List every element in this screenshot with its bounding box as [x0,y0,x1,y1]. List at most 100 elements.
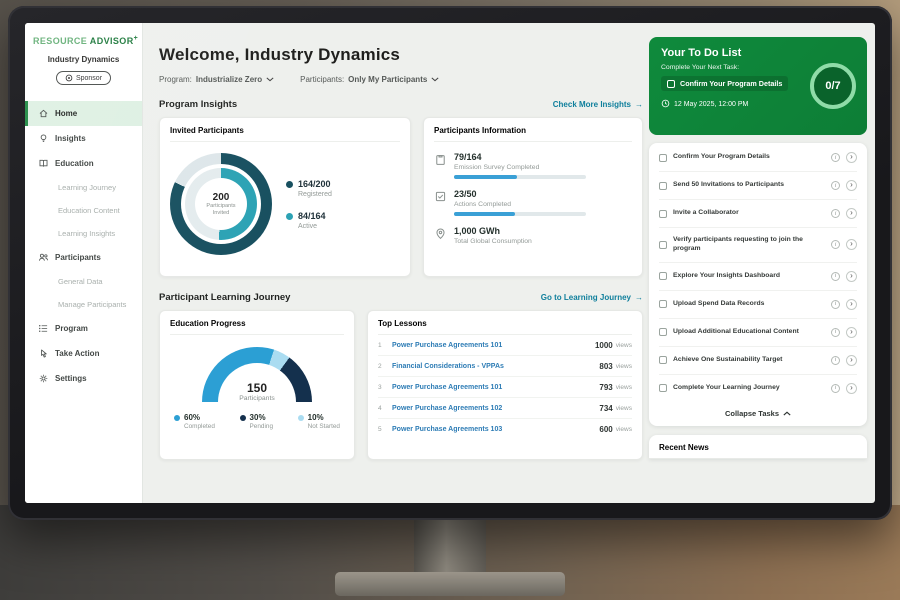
sidebar-item-program[interactable]: Program [25,316,142,341]
sidebar-item-learning-journey[interactable]: Learning Journey [25,176,142,199]
task-checkbox[interactable] [659,241,667,249]
donut-center-label: Participants Invited [200,203,242,217]
chevron-right-icon[interactable]: › [846,239,857,250]
legend-item-registered: 164/200 Registered [286,179,332,198]
participants-dropdown[interactable]: Participants: Only My Participants [300,75,439,84]
info-icon[interactable]: i [831,272,840,281]
section-title: Program Insights [159,99,237,110]
completed-dot-icon [174,415,180,421]
lesson-row[interactable]: 3 Power Purchase Agreements 101 793 view… [378,377,632,398]
program-dropdown[interactable]: Program: Industrialize Zero [159,75,274,84]
task-checkbox[interactable] [659,210,667,218]
task-row[interactable]: Complete Your Learning Journey i › [659,375,857,402]
sidebar-item-general-data[interactable]: General Data [25,270,142,293]
donut-legend: 164/200 Registered 84/164 Active [286,179,332,230]
lightbulb-icon [38,133,49,144]
sidebar-item-learning-insights[interactable]: Learning Insights [25,222,142,245]
legend-label: Registered [298,191,332,198]
info-icon[interactable]: i [831,356,840,365]
participants-label: Participants: [300,75,344,84]
invited-participants-card: Invited Participants 200 Participants In… [159,117,411,277]
chevron-right-icon[interactable]: › [846,152,857,163]
card-title: Invited Participants [170,126,400,142]
lesson-row[interactable]: 2 Financial Considerations - VPPAs 803 v… [378,356,632,377]
task-checkbox[interactable] [659,328,667,336]
task-checkbox[interactable] [659,272,667,280]
due-date-label: 12 May 2025, 12:00 PM [674,101,748,108]
lesson-link[interactable]: Financial Considerations - VPPAs [392,363,599,370]
gear-icon [38,373,49,384]
task-checkbox[interactable] [659,182,667,190]
lesson-link[interactable]: Power Purchase Agreements 103 [392,426,599,433]
chevron-down-icon [266,75,274,84]
recent-news-card: Recent News [649,435,867,459]
stat-value: 23/50 [454,189,586,199]
sidebar-item-education[interactable]: Education [25,151,142,176]
info-icon[interactable]: i [831,181,840,190]
stat-label: Total Global Consumption [454,238,532,245]
card-title: Education Progress [170,319,344,335]
lesson-link[interactable]: Power Purchase Agreements 101 [392,342,595,349]
info-icon[interactable]: i [831,209,840,218]
page-title: Welcome, Industry Dynamics [159,45,643,65]
recent-news-title: Recent News [659,443,857,452]
checkbox-icon[interactable] [667,80,675,88]
info-icon[interactable]: i [831,300,840,309]
program-value: Industrialize Zero [196,75,262,84]
sidebar-item-insights[interactable]: Insights [25,126,142,151]
sponsor-badge[interactable]: Sponsor [56,71,111,85]
brand-plus: + [134,35,139,42]
views-word: views [616,342,632,349]
task-checkbox[interactable] [659,154,667,162]
task-row[interactable]: Confirm Your Program Details i › [659,144,857,172]
chevron-right-icon[interactable]: › [846,383,857,394]
chevron-right-icon[interactable]: › [846,208,857,219]
participants-information-card: Participants Information 79/164 Emission… [423,117,643,277]
collapse-tasks-link[interactable]: Collapse Tasks [659,402,857,422]
sidebar-item-label: Manage Participants [58,300,126,309]
task-row[interactable]: Achieve One Sustainability Target i › [659,347,857,375]
lesson-rank: 1 [378,342,392,349]
go-to-learning-journey-link[interactable]: Go to Learning Journey → [541,293,643,302]
task-row[interactable]: Upload Additional Educational Content i … [659,319,857,347]
lesson-row[interactable]: 5 Power Purchase Agreements 103 600 view… [378,419,632,440]
sidebar-item-education-content[interactable]: Education Content [25,199,142,222]
next-task-row[interactable]: Confirm Your Program Details [661,76,788,91]
lesson-link[interactable]: Power Purchase Agreements 102 [392,405,599,412]
org-name: Industry Dynamics [25,55,142,64]
top-lessons-card: Top Lessons 1 Power Purchase Agreements … [367,310,643,460]
task-row[interactable]: Invite a Collaborator i › [659,200,857,228]
chevron-right-icon[interactable]: › [846,355,857,366]
sidebar-item-manage-participants[interactable]: Manage Participants [25,293,142,316]
todo-summary-card: Your To Do List Complete Your Next Task:… [649,37,867,135]
task-row[interactable]: Explore Your Insights Dashboard i › [659,263,857,291]
lesson-row[interactable]: 1 Power Purchase Agreements 101 1000 vie… [378,335,632,356]
info-icon[interactable]: i [831,328,840,337]
chevron-right-icon[interactable]: › [846,327,857,338]
task-checkbox[interactable] [659,356,667,364]
task-checkbox[interactable] [659,300,667,308]
legend-label: Pending [250,423,273,430]
sidebar-item-label: Settings [55,374,87,383]
chevron-right-icon[interactable]: › [846,180,857,191]
info-icon[interactable]: i [831,153,840,162]
task-checkbox[interactable] [659,384,667,392]
chevron-right-icon[interactable]: › [846,299,857,310]
info-icon[interactable]: i [831,240,840,249]
task-label: Complete Your Learning Journey [673,384,825,393]
lesson-link[interactable]: Power Purchase Agreements 101 [392,384,599,391]
people-icon [38,252,49,263]
info-icon[interactable]: i [831,384,840,393]
check-more-insights-link[interactable]: Check More Insights → [553,100,643,109]
sidebar-item-settings[interactable]: Settings [25,366,142,391]
sidebar-item-participants[interactable]: Participants [25,245,142,270]
task-row[interactable]: Verify participants requesting to join t… [659,228,857,263]
sidebar-item-home[interactable]: Home [25,101,142,126]
emission-progress-bar [454,175,586,179]
task-row[interactable]: Send 50 Invitations to Participants i › [659,172,857,200]
section-title: Participant Learning Journey [159,292,290,303]
chevron-right-icon[interactable]: › [846,271,857,282]
sidebar-item-take-action[interactable]: Take Action [25,341,142,366]
task-row[interactable]: Upload Spend Data Records i › [659,291,857,319]
lesson-row[interactable]: 4 Power Purchase Agreements 102 734 view… [378,398,632,419]
